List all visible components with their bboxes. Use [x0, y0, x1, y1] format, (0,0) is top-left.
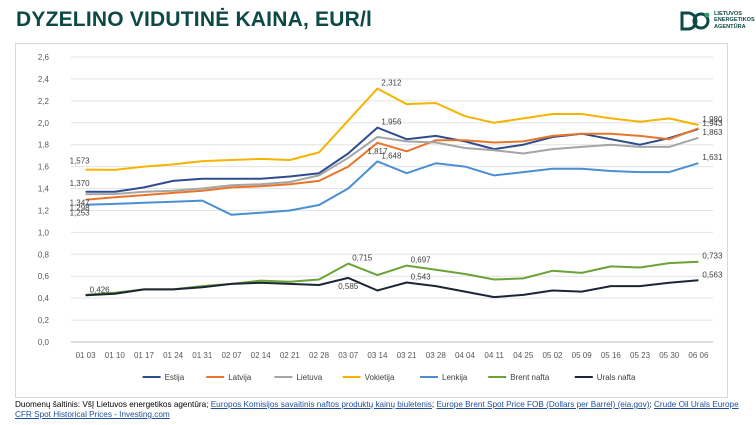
- x-tick-label: 02 28: [309, 351, 330, 360]
- data-label: 0,715: [352, 254, 373, 263]
- series-line-latvija: [85, 127, 699, 201]
- x-tick-label: 01 17: [134, 351, 155, 360]
- data-label: 2,312: [381, 79, 402, 88]
- series-line-lenkija: [85, 160, 699, 216]
- x-tick-label: 03 21: [397, 351, 418, 360]
- legend-label: Lietuva: [296, 373, 322, 382]
- data-label: 1,817: [367, 147, 388, 156]
- legend-label: Lenkija: [442, 373, 468, 382]
- line-chart: 0,0 0,2 0,4 0,6 0,8 1,0 1,2 1,4 1,6 1,8 2,0 2,2 2,4 2…: [38, 53, 723, 382]
- data-label: 0,563: [702, 270, 723, 279]
- agency-logo-icon: [680, 11, 710, 31]
- x-tick-label: 04 04: [455, 351, 476, 360]
- data-label: 0,543: [411, 272, 432, 281]
- agency-logo: LIETUVOS ENERGETIKOS AGENTŪRA: [679, 9, 755, 35]
- y-tick-label: 2,4: [38, 75, 50, 84]
- data-label: 1,298: [70, 204, 91, 213]
- series-line-estija: [85, 126, 699, 193]
- y-tick-label: 0,2: [38, 316, 50, 325]
- legend-label: Brent nafta: [510, 373, 550, 382]
- source-link-ec-bulletin[interactable]: Europos Komisijos savaitinis naftos prod…: [210, 400, 432, 409]
- legend-label: Vokietija: [365, 373, 395, 382]
- page-title: DYZELINO VIDUTINĖ KAINA, EUR/l: [16, 8, 373, 31]
- x-tick-label: 05 16: [601, 351, 622, 360]
- y-tick-label: 0,0: [38, 338, 50, 347]
- x-tick-label: 01 24: [163, 351, 184, 360]
- legend-label: Latvija: [228, 373, 252, 382]
- chart-container: 0,0 0,2 0,4 0,6 0,8 1,0 1,2 1,4 1,6 1,8 2,0 2,2 2,4 2…: [15, 43, 728, 398]
- data-label: 0,733: [702, 252, 723, 261]
- x-tick-label: 04 25: [513, 351, 534, 360]
- series-line-vokietija: [85, 87, 699, 171]
- data-label: 0,426: [90, 285, 111, 294]
- source-sep-1: ;: [431, 400, 435, 409]
- y-tick-label: 2,2: [38, 97, 50, 106]
- source-link-brent[interactable]: Europe Brent Spot Price FOB (Dollars per…: [436, 400, 650, 409]
- y-tick-label: 2,0: [38, 119, 50, 128]
- source-sep-2: ;: [649, 400, 652, 409]
- x-tick-label: 06 06: [688, 351, 709, 360]
- source-prefix: Duomenų šaltinis: VšĮ Lietuvos energetik…: [15, 400, 209, 409]
- data-label: 1,631: [702, 153, 723, 162]
- y-tick-label: 0,4: [38, 294, 50, 303]
- logo-line-1: LIETUVOS: [714, 11, 742, 17]
- data-label: 1,370: [70, 179, 91, 188]
- legend-label: Urals nafta: [597, 373, 636, 382]
- source-note: Duomenų šaltinis: VšĮ Lietuvos energetik…: [15, 400, 745, 420]
- data-label: 1,943: [702, 119, 723, 128]
- source-link-urals[interactable]: Crude Oil Urals Europe CFR Spot Historic…: [15, 400, 739, 419]
- y-tick-label: 1,8: [38, 141, 50, 150]
- x-tick-label: 04 11: [484, 351, 504, 360]
- data-label: 0,585: [338, 282, 359, 291]
- x-tick-label: 01 10: [105, 351, 126, 360]
- x-tick-label: 03 07: [338, 351, 359, 360]
- x-tick-label: 02 07: [221, 351, 242, 360]
- x-tick-label: 02 14: [251, 351, 272, 360]
- y-tick-label: 1,6: [38, 163, 50, 172]
- x-tick-label: 02 21: [280, 351, 301, 360]
- x-tick-label: 05 09: [572, 351, 593, 360]
- x-tick-label: 01 03: [76, 351, 97, 360]
- y-tick-label: 0,6: [38, 272, 50, 281]
- data-label: 1,980: [702, 115, 723, 124]
- data-label: 1,956: [381, 118, 402, 127]
- logo-line-2: ENERGETIKOS: [714, 17, 755, 24]
- data-label: 1,347: [70, 198, 91, 207]
- data-label: 1,573: [70, 157, 91, 166]
- data-label: 1,648: [381, 151, 402, 160]
- y-tick-label: 1,0: [38, 228, 50, 237]
- agency-logo-text: LIETUVOS ENERGETIKOS AGENTŪRA: [714, 11, 755, 30]
- legend-label: Estija: [165, 373, 185, 382]
- y-tick-label: 0,8: [38, 250, 50, 259]
- x-tick-label: 03 28: [426, 351, 447, 360]
- y-tick-label: 1,2: [38, 206, 50, 215]
- data-label: 1,253: [70, 209, 91, 218]
- logo-line-3: AGENTŪRA: [714, 23, 746, 30]
- data-label: 0,697: [411, 256, 432, 265]
- data-label: 1,863: [702, 128, 723, 137]
- x-tick-label: 05 02: [542, 351, 563, 360]
- series-line-lietuva: [85, 136, 699, 196]
- y-tick-label: 2,6: [38, 53, 50, 62]
- y-tick-label: 1,4: [38, 185, 50, 194]
- x-tick-label: 05 30: [659, 351, 680, 360]
- x-tick-label: 05 23: [630, 351, 651, 360]
- x-tick-label: 01 31: [192, 351, 213, 360]
- x-tick-label: 03 14: [367, 351, 388, 360]
- series-line-urals-nafta: [85, 276, 699, 299]
